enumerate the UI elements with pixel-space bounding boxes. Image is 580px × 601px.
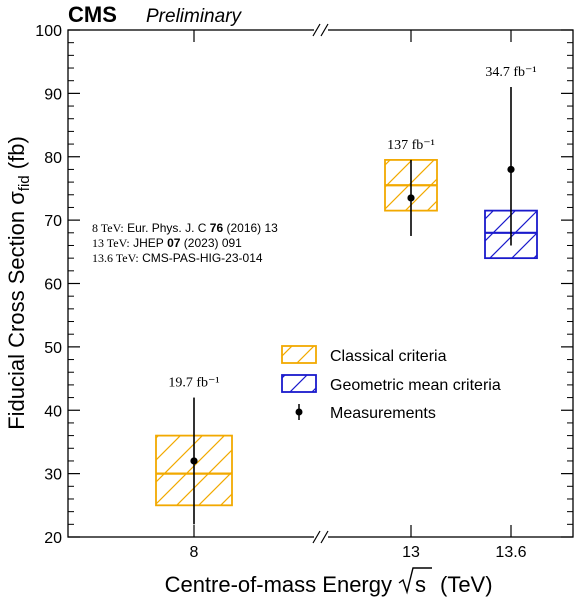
x-axis-label-text: Centre-of-mass Energy — [165, 572, 392, 597]
experiment-label: CMS — [68, 2, 117, 27]
luminosity-label: 19.7 fb⁻¹ — [168, 376, 219, 391]
axis-break-top — [312, 23, 329, 37]
reference-13-6tev: 13.6 TeV: CMS-PAS-HIG-23-014 — [92, 251, 263, 265]
y-tick-label: 40 — [44, 403, 62, 420]
y-tick-label: 80 — [44, 150, 62, 167]
sqrt-sign — [398, 567, 432, 595]
y-tick-label: 20 — [44, 530, 62, 547]
y-tick-labels: 20 30 40 50 60 70 80 90 100 — [35, 23, 62, 547]
y-tick-label: 90 — [44, 86, 62, 103]
luminosity-label: 137 fb⁻¹ — [387, 138, 435, 153]
x-tick-label: 13 — [402, 544, 420, 561]
measurements — [190, 87, 515, 525]
measurement-point — [190, 457, 198, 465]
prediction-boxes — [155, 159, 538, 507]
reference-13tev: 13 TeV: JHEP 07 (2023) 091 — [92, 236, 242, 250]
status-label: Preliminary — [146, 6, 243, 27]
legend-marker-measurement — [295, 408, 303, 416]
luminosity-labels: 19.7 fb⁻¹ 137 fb⁻¹ 34.7 fb⁻¹ — [168, 65, 536, 391]
legend-label-classical: Classical criteria — [330, 348, 447, 365]
legend-swatch-classical — [281, 345, 317, 364]
axis-break-bottom — [312, 530, 329, 544]
x-tick-label: 8 — [190, 544, 199, 561]
legend-label-measurements: Measurements — [330, 405, 436, 422]
references: 8 TeV: Eur. Phys. J. C 76 (2016) 13 13 T… — [92, 221, 278, 265]
y-tick-label: 100 — [35, 23, 62, 40]
x-tick-labels: 8 13 13.6 — [190, 544, 527, 561]
x-tick-label: 13.6 — [495, 544, 526, 561]
reference-8tev: 8 TeV: Eur. Phys. J. C 76 (2016) 13 — [92, 221, 278, 235]
axis-ticks — [68, 29, 573, 538]
measurement-point — [407, 194, 415, 202]
x-axis-label-unit: (TeV) — [440, 572, 493, 597]
legend-label-geometric: Geometric mean criteria — [330, 377, 501, 394]
x-axis-label: Centre-of-mass Energy s (TeV) — [165, 567, 493, 597]
luminosity-label: 34.7 fb⁻¹ — [485, 65, 536, 80]
y-tick-label: 70 — [44, 213, 62, 230]
y-tick-label: 30 — [44, 467, 62, 484]
x-axis-label-sqrt-var: s — [415, 572, 426, 597]
y-axis-label: Fiducial Cross Section σfid (fb) — [4, 136, 34, 430]
y-tick-label: 60 — [44, 277, 62, 294]
plot-frame — [67, 29, 574, 538]
legend-swatch-geometric — [281, 374, 317, 393]
measurement-point — [507, 165, 515, 174]
legend: Classical criteria Geometric mean criter… — [281, 345, 501, 422]
y-tick-label: 50 — [44, 340, 62, 357]
